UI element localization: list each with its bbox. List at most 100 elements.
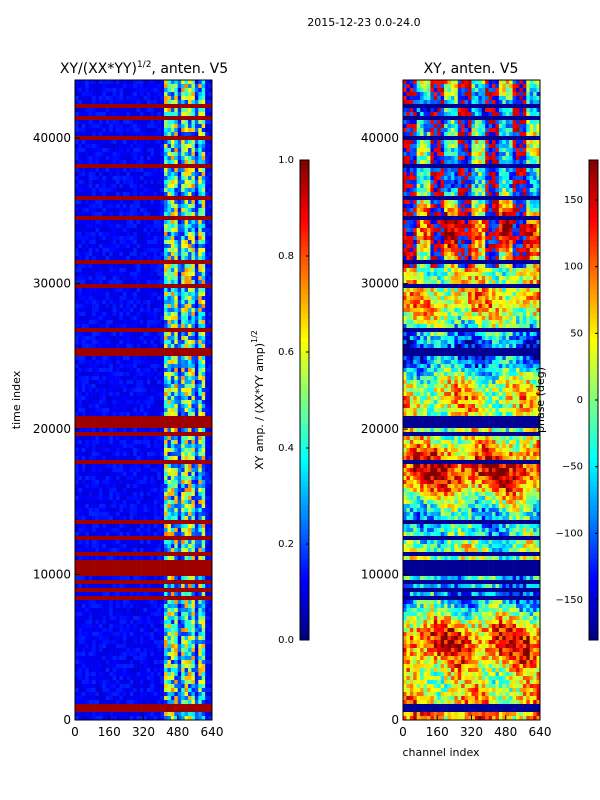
amp-colorbar-segment [300,443,309,449]
phase-colorbar-segment [589,558,598,564]
phase-x-tick-label: 480 [494,725,517,739]
phase-colorbar-segment [589,236,598,242]
amp-colorbar-segment [300,510,309,516]
amp-colorbar-segment [300,486,309,492]
phase-colorbar-segment [589,328,598,334]
amp-colorbar-segment [300,424,309,430]
amp-colorbar-segment [300,616,309,622]
phase-y-tick-label: 20000 [361,422,399,436]
phase-colorbar-segment [589,184,598,190]
amp-colorbar-segment [300,467,309,473]
phase-x-tick-label: 320 [460,725,483,739]
amp-colorbar-segment [300,592,309,598]
amp-colorbar-segment [300,630,309,636]
phase-colorbar-segment [589,260,598,266]
amp-colorbar-segment [300,385,309,391]
phase-x-tick-label: 640 [529,725,552,739]
phase-colorbar-segment [589,572,598,578]
phase-colorbar-segment [589,352,598,358]
phase-colorbar-segment [589,265,598,271]
amp-colorbar-segment [300,582,309,588]
phase-colorbar-segment [589,280,598,286]
amp-colorbar-segment [300,280,309,286]
phase-colorbar-segment [589,496,598,502]
phase-colorbar-segment [589,424,598,430]
amp-colorbar-segment [300,481,309,487]
amp-colorbar-segment [300,164,309,170]
phase-colorbar-label: phase (deg) [534,367,547,433]
phase-colorbar-segment [589,529,598,535]
amp-colorbar-segment [300,337,309,343]
phase-colorbar-segment [589,169,598,175]
phase-colorbar-segment [589,515,598,521]
phase-colorbar-segment [589,491,598,497]
amp-colorbar-segment [300,174,309,180]
phase-heatmap [403,80,541,721]
amp-y-tick-label: 20000 [33,422,71,436]
amp-colorbar-segment [300,606,309,612]
amp-colorbar-segment [300,328,309,334]
phase-colorbar-segment [589,208,598,214]
phase-x-tick-label: 160 [426,725,449,739]
phase-colorbar-segment [589,212,598,218]
phase-colorbar-segment [589,457,598,463]
phase-colorbar-segment [589,318,598,324]
phase-colorbar-segment [589,313,598,319]
phase-colorbar-segment [589,404,598,410]
amp-colorbar-segment [300,496,309,502]
amp-colorbar-segment [300,160,309,166]
amp-colorbar-segment [300,539,309,545]
amp-x-tick-label: 160 [98,725,121,739]
phase-colorbar-segment [589,179,598,185]
phase-colorbar-segment [589,409,598,415]
amp-colorbar-segment [300,232,309,238]
amp-colorbar-segment [300,304,309,310]
amp-colorbar-segment [300,251,309,257]
amp-colorbar-tick-label: 1.0 [278,155,294,166]
amp-y-tick-label: 0 [63,713,71,727]
amp-x-tick-label: 320 [132,725,155,739]
phase-colorbar-segment [589,376,598,382]
phase-colorbar-segment [589,486,598,492]
phase-colorbar-segment [589,448,598,454]
amp-colorbar-segment [300,275,309,281]
amp-colorbar-segment [300,534,309,540]
amp-colorbar-segment [300,366,309,372]
amp-colorbar-segment [300,414,309,420]
amp-colorbar-segment [300,265,309,271]
phase-colorbar-segment [589,601,598,607]
phase-colorbar-segment [589,217,598,223]
phase-colorbar: −150 −100 −50 0 50 100 150 [556,159,599,641]
phase-colorbar-segment [589,366,598,372]
phase-colorbar-segment [589,414,598,420]
amp-colorbar-segment [300,577,309,583]
amp-colorbar-segment [300,500,309,506]
phase-colorbar-segment [589,323,598,329]
amp-colorbar-segment [300,563,309,569]
phase-colorbar-segment [589,472,598,478]
amp-y-tick-label: 40000 [33,131,71,145]
amp-y-axis-label: time index [10,370,23,429]
amp-colorbar-segment [300,476,309,482]
amp-colorbar-segment [300,260,309,266]
phase-colorbar-segment [589,347,598,353]
amp-colorbar-segment [300,284,309,290]
amp-colorbar-segment [300,332,309,338]
amp-colorbar-segment [300,505,309,511]
amp-colorbar-segment [300,548,309,554]
amp-colorbar-segment [300,347,309,353]
phase-colorbar-segment [589,371,598,377]
phase-colorbar-segment [589,563,598,569]
amp-colorbar-segment [300,179,309,185]
amp-colorbar-segment [300,352,309,358]
phase-colorbar-tick-label: 0 [577,395,583,406]
amp-colorbar-segment [300,256,309,262]
phase-colorbar-segment [589,198,598,204]
amp-colorbar-segment [300,524,309,530]
phase-colorbar-segment [589,606,598,612]
phase-colorbar-segment [589,275,598,281]
amp-colorbar-tick-label: 0.0 [278,635,294,646]
amp-colorbar-segment [300,318,309,324]
phase-colorbar-tick-label: 100 [564,262,583,273]
